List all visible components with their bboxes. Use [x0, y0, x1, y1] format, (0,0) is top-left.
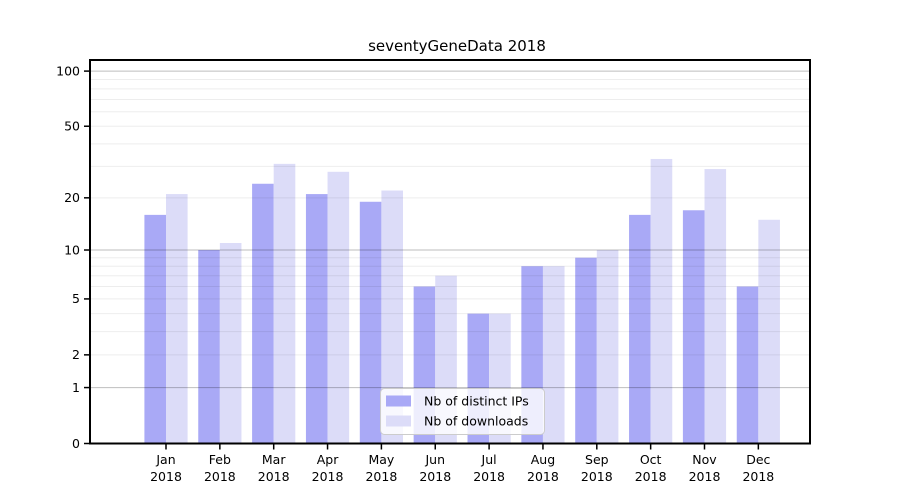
bar-distinct-ips-feb	[198, 250, 220, 444]
bar-distinct-ips-dec	[736, 286, 759, 444]
grid-layer	[90, 70, 810, 389]
x-tick-year-dec: 2018	[742, 469, 774, 484]
plot-border	[89, 59, 811, 445]
x-tick-year-apr: 2018	[312, 469, 344, 484]
x-tick-year-nov: 2018	[689, 469, 721, 484]
x-tick-year-oct: 2018	[635, 469, 667, 484]
x-tick-year-jul: 2018	[473, 469, 505, 484]
bar-distinct-ips-jan	[144, 214, 166, 444]
x-tick-year-feb: 2018	[204, 469, 236, 484]
x-tick-label-dec: Dec	[746, 452, 770, 467]
x-tick-label-jan: Jan	[155, 452, 175, 467]
legend: Nb of distinct IPs Nb of downloads	[380, 388, 545, 435]
y-tick-label-2: 2	[72, 347, 80, 362]
x-tick-label-feb: Feb	[209, 452, 231, 467]
x-tick-label-oct: Oct	[640, 452, 662, 467]
bar-downloads-jan	[166, 194, 188, 444]
y-tick-label-20: 20	[64, 190, 80, 205]
chart-title: seventyGeneData 2018	[368, 37, 546, 55]
legend-swatch-downloads	[386, 415, 411, 427]
y-tick-label-1: 1	[72, 380, 80, 395]
x-tick-year-sep: 2018	[581, 469, 613, 484]
legend-label-downloads: Nb of downloads	[424, 414, 528, 429]
bar-downloads-aug	[542, 266, 565, 444]
legend-box	[380, 388, 545, 435]
bar-distinct-ips-may	[359, 201, 382, 444]
x-tick-year-jun: 2018	[419, 469, 451, 484]
y-tick-label-10: 10	[64, 242, 80, 257]
y-tick-label-100: 100	[56, 63, 80, 78]
bar-distinct-ips-sep	[575, 257, 597, 444]
x-tick-year-mar: 2018	[258, 469, 290, 484]
y-tick-label-5: 5	[72, 291, 80, 306]
x-axis: Jan 2018 Feb 2018 Mar 2018 Apr 2018 May 2018 Jun 20…	[150, 443, 774, 484]
y-tick-label-50: 50	[64, 119, 80, 134]
bar-distinct-ips-nov	[682, 210, 705, 444]
bar-downloads-sep	[596, 250, 619, 444]
x-tick-label-aug: Aug	[531, 452, 555, 467]
bar-downloads-may	[381, 190, 403, 444]
bar-downloads-mar	[273, 163, 296, 444]
legend-swatch-distinct-ips	[386, 395, 411, 407]
legend-label-distinct-ips: Nb of distinct IPs	[424, 394, 529, 409]
x-tick-year-may: 2018	[365, 469, 397, 484]
axes-frame	[89, 59, 811, 445]
x-tick-label-jun: Jun	[424, 452, 445, 467]
y-tick-label-0: 0	[72, 436, 80, 451]
bar-downloads-feb	[219, 242, 242, 444]
x-tick-label-jul: Jul	[481, 452, 497, 467]
x-tick-label-nov: Nov	[692, 452, 717, 467]
bar-downloads-apr	[327, 171, 350, 444]
bar-downloads-dec	[758, 219, 780, 444]
x-tick-year-aug: 2018	[527, 469, 559, 484]
x-tick-year-jan: 2018	[150, 469, 182, 484]
x-tick-label-may: May	[368, 452, 394, 467]
bar-downloads-oct	[650, 158, 673, 444]
bar-distinct-ips-mar	[252, 183, 274, 444]
x-tick-label-sep: Sep	[585, 452, 609, 467]
bar-downloads-nov	[704, 169, 727, 444]
bar-distinct-ips-apr	[305, 194, 328, 444]
bar-distinct-ips-oct	[629, 214, 651, 444]
x-tick-label-mar: Mar	[262, 452, 286, 467]
x-tick-label-apr: Apr	[317, 452, 339, 467]
